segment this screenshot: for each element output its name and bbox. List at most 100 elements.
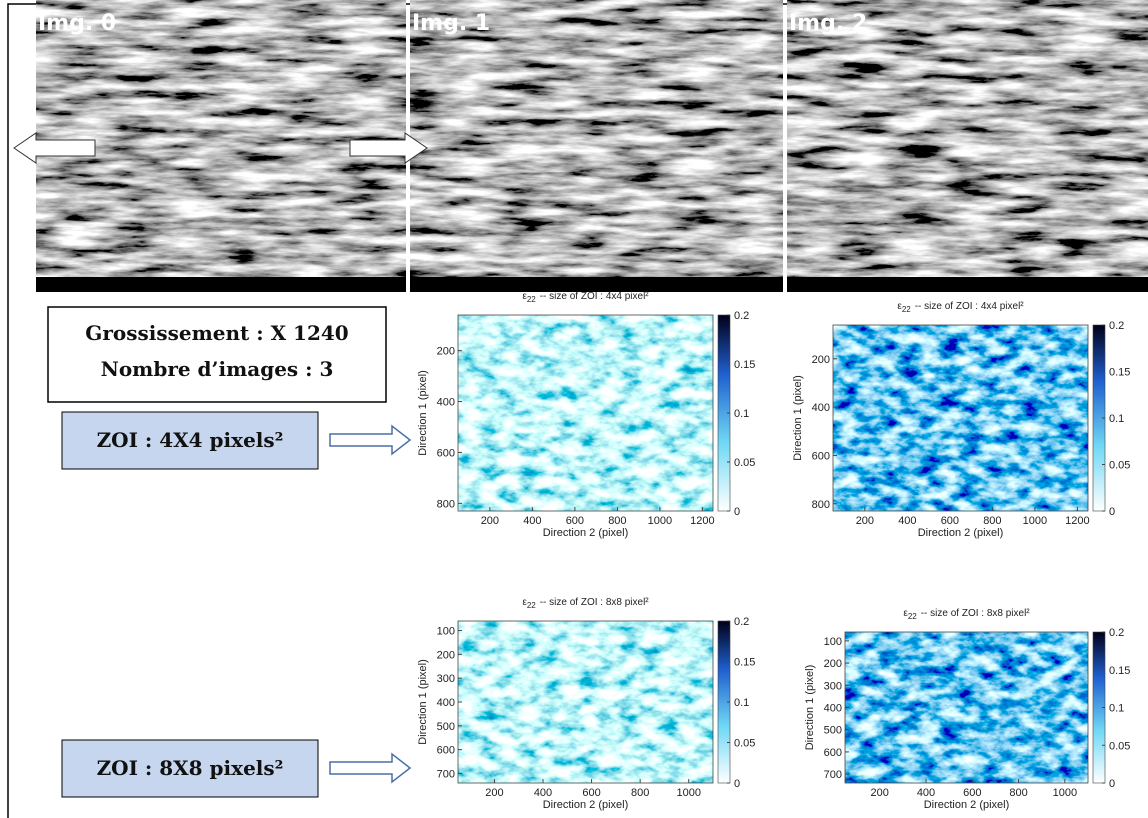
image-label: Img. 2 xyxy=(789,11,867,36)
sem-image xyxy=(787,0,1148,292)
sem-image xyxy=(36,0,406,292)
sem-info-bar xyxy=(787,277,1148,292)
image-label: Img. 0 xyxy=(38,11,116,36)
zoi-label: ZOI : 4X4 pixels² xyxy=(97,428,284,452)
x-tick-label: 200 xyxy=(481,515,499,527)
colorbar-tick-label: 0.1 xyxy=(734,697,749,709)
y-axis-label: Direction 1 (pixel) xyxy=(417,659,429,745)
y-tick-label: 100 xyxy=(824,636,842,648)
title-symbol: ε xyxy=(522,291,527,302)
heatmap xyxy=(458,315,713,511)
x-tick-label: 1000 xyxy=(1053,787,1077,799)
colorbar-tick-label: 0.15 xyxy=(734,359,755,371)
x-tick-label: 600 xyxy=(582,787,600,799)
title-subscript: 22 xyxy=(908,612,917,621)
title-subscript: 22 xyxy=(527,295,536,304)
y-axis-label: Direction 1 (pixel) xyxy=(804,665,816,751)
x-tick-label: 800 xyxy=(983,515,1001,527)
info-line: Grossissement : X 1240 xyxy=(85,321,348,345)
x-tick-label: 400 xyxy=(917,787,935,799)
y-tick-label: 800 xyxy=(437,498,455,510)
colorbar-tick-label: 0.1 xyxy=(1109,413,1124,425)
colorbar-tick-label: 0.05 xyxy=(1109,740,1130,752)
y-tick-label: 800 xyxy=(812,499,830,511)
y-tick-label: 500 xyxy=(437,721,455,733)
y-tick-label: 700 xyxy=(437,768,455,780)
colorbar-tick-label: 0 xyxy=(1109,506,1115,518)
y-tick-label: 100 xyxy=(437,626,455,638)
y-tick-label: 200 xyxy=(437,649,455,661)
title-subscript: 22 xyxy=(902,305,911,314)
x-tick-label: 1200 xyxy=(690,515,714,527)
x-axis-label: Direction 2 (pixel) xyxy=(543,799,629,811)
zoi-box xyxy=(61,739,319,798)
y-tick-label: 300 xyxy=(437,673,455,685)
strain-map: ε22 -- size of ZOI : 4x4 pixel² 200 400 600 8… xyxy=(792,301,1130,539)
panel-title: ε22 -- size of ZOI : 8x8 pixel² xyxy=(903,608,1030,621)
panel-title: ε22 -- size of ZOI : 4x4 pixel² xyxy=(522,291,649,304)
sem-info-bar xyxy=(36,277,406,292)
panel-title: ε22 -- size of ZOI : 4x4 pixel² xyxy=(897,301,1024,314)
y-axis-label: Direction 1 (pixel) xyxy=(792,375,804,461)
colorbar-tick-label: 0.15 xyxy=(1109,665,1130,677)
x-tick-label: 200 xyxy=(871,787,889,799)
strain-map: ε22 -- size of ZOI : 8x8 pixel² 200 400 600 8… xyxy=(417,597,755,811)
arrow-right xyxy=(349,132,428,164)
y-tick-label: 400 xyxy=(437,697,455,709)
info-line: Nombre d’images : 3 xyxy=(101,357,334,381)
x-tick-label: 200 xyxy=(485,787,503,799)
plot-frame xyxy=(832,324,1089,512)
zoi-label: ZOI : 8X8 pixels² xyxy=(97,756,284,780)
y-tick-label: 700 xyxy=(824,769,842,781)
title-text: -- size of ZOI : 4x4 pixel² xyxy=(540,291,650,302)
colorbar-tick-label: 0.1 xyxy=(734,408,749,420)
title-symbol: ε xyxy=(903,608,908,619)
x-tick-label: 1000 xyxy=(1023,515,1047,527)
x-tick-label: 1200 xyxy=(1065,515,1089,527)
colorbar-tick-label: 0.15 xyxy=(734,657,755,669)
colorbar-tick-label: 0 xyxy=(1109,778,1115,790)
title-symbol: ε xyxy=(897,301,902,312)
arrow-right xyxy=(329,752,412,784)
colorbar-tick-label: 0.2 xyxy=(1109,320,1124,332)
x-tick-label: 800 xyxy=(631,787,649,799)
title-subscript: 22 xyxy=(527,601,536,610)
strain-map: ε22 -- size of ZOI : 4x4 pixel² 200 400 600 8… xyxy=(417,291,755,539)
colorbar-tick-label: 0.2 xyxy=(734,310,749,322)
y-tick-label: 200 xyxy=(812,354,830,366)
x-tick-label: 1000 xyxy=(648,515,672,527)
x-tick-label: 400 xyxy=(898,515,916,527)
x-axis-label: Direction 2 (pixel) xyxy=(918,527,1004,539)
strain-map: ε22 -- size of ZOI : 8x8 pixel² 200 400 600 8… xyxy=(804,608,1130,811)
sem-images: Img. 0 Img. 1 Img. 2 xyxy=(13,0,1148,292)
y-tick-label: 600 xyxy=(812,450,830,462)
title-text: -- size of ZOI : 4x4 pixel² xyxy=(915,301,1025,312)
zoi-box xyxy=(61,411,319,470)
x-tick-label: 800 xyxy=(608,515,626,527)
x-tick-label: 800 xyxy=(1009,787,1027,799)
y-tick-label: 400 xyxy=(812,402,830,414)
y-tick-label: 300 xyxy=(824,680,842,692)
title-text: -- size of ZOI : 8x8 pixel² xyxy=(540,597,650,608)
y-tick-label: 400 xyxy=(437,397,455,409)
title-text: -- size of ZOI : 8x8 pixel² xyxy=(921,608,1031,619)
heatmap xyxy=(833,325,1088,511)
heatmap xyxy=(845,632,1088,783)
panel-title: ε22 -- size of ZOI : 8x8 pixel² xyxy=(522,597,649,610)
x-axis-label: Direction 2 (pixel) xyxy=(924,799,1010,811)
x-tick-label: 600 xyxy=(566,515,584,527)
colorbar-tick-label: 0.05 xyxy=(734,457,755,469)
y-tick-label: 600 xyxy=(437,447,455,459)
arrow-left xyxy=(13,132,96,164)
arrow-right xyxy=(329,424,412,456)
x-tick-label: 1000 xyxy=(676,787,700,799)
y-tick-label: 500 xyxy=(824,725,842,737)
y-tick-label: 200 xyxy=(437,346,455,358)
x-tick-label: 400 xyxy=(534,787,552,799)
colorbar-tick-label: 0.05 xyxy=(1109,460,1130,472)
colorbar-tick-label: 0.15 xyxy=(1109,367,1130,379)
x-tick-label: 600 xyxy=(963,787,981,799)
colorbar-tick-label: 0 xyxy=(734,778,740,790)
colorbar-tick-label: 0.1 xyxy=(1109,703,1124,715)
